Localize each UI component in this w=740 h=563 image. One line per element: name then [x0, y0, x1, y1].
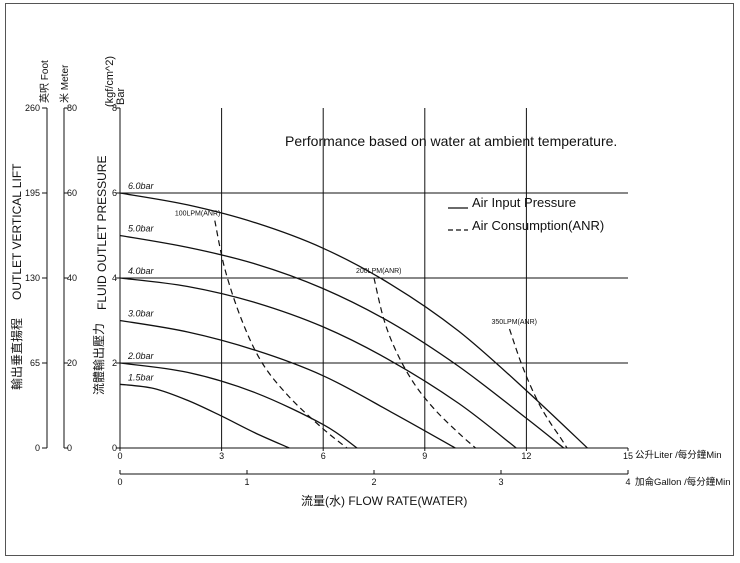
meter-tick-label-20: 20 [67, 358, 77, 368]
gallon-tick-label-4: 4 [625, 477, 630, 487]
curve-label-4.0bar: 4.0bar [128, 266, 155, 276]
left-axis-title: OUTLET VERTICAL LIFT [10, 163, 24, 300]
foot-tick-label-260: 260 [25, 103, 40, 113]
gallon-tick-label-0: 0 [117, 477, 122, 487]
annotation-text: Performance based on water at ambient te… [285, 133, 617, 149]
y-tick-label-2: 2 [112, 358, 117, 368]
meter-axis-unit: 米 Meter [58, 64, 71, 103]
curve-label-2.0bar: 2.0bar [127, 351, 155, 361]
left-axis-title-cjk: 輸出垂直揚程 [9, 318, 24, 390]
gallon-tick-label-2: 2 [371, 477, 376, 487]
foot-tick-label-195: 195 [25, 188, 40, 198]
legend: Air Input Pressure Air Consumption(ANR) [448, 195, 604, 233]
curve-label-5.0bar: 5.0bar [128, 224, 155, 234]
x-axis-unit-liter: 公升Liter /每分鐘Min [635, 449, 722, 461]
consumption-350LPM(ANR) [508, 328, 568, 449]
legend-air-consumption: Air Consumption(ANR) [472, 218, 604, 233]
gallon-tick-label-1: 1 [244, 477, 249, 487]
y-tick-label-6: 6 [112, 188, 117, 198]
x-tick-label-15: 15 [623, 451, 633, 461]
x-tick-label-3: 3 [219, 451, 224, 461]
chart-frame [5, 3, 734, 556]
curve-2.0bar [119, 362, 358, 449]
meter-tick-label-80: 80 [67, 103, 77, 113]
consumption-curves: 100LPM(ANR) 200LPM(ANR) 350LPM(ANR) [175, 211, 568, 449]
consumption-label-200LPM(ANR): 200LPM(ANR) [356, 268, 402, 275]
y-axis-unit-bar: Bar [115, 88, 127, 105]
y-tick-label-0: 0 [112, 443, 117, 453]
curve-5.0bar [119, 234, 565, 449]
foot-axis-unit: 英呎 Foot [38, 60, 51, 103]
y-tick-label-4: 4 [112, 273, 117, 283]
meter-tick-label-40: 40 [67, 273, 77, 283]
legend-air-input-pressure: Air Input Pressure [472, 195, 576, 210]
curve-3.0bar [119, 319, 456, 449]
y-axis-title: FLUID OUTLET PRESSURE [95, 156, 109, 310]
x-tick-label-12: 12 [521, 451, 531, 461]
foot-tick-label-0: 0 [35, 443, 40, 453]
curve-4.0bar [119, 277, 517, 449]
foot-tick-label-65: 65 [30, 358, 40, 368]
curve-label-1.5bar: 1.5bar [128, 372, 155, 382]
meter-tick-label-60: 60 [67, 188, 77, 198]
x-tick-label-6: 6 [321, 451, 326, 461]
curve-6.0bar [119, 192, 588, 449]
consumption-200LPM(ANR) [373, 277, 476, 449]
x-tick-label-9: 9 [422, 451, 427, 461]
meter-tick-label-0: 0 [67, 443, 72, 453]
consumption-label-100LPM(ANR): 100LPM(ANR) [175, 211, 221, 218]
gallon-tick-label-3: 3 [498, 477, 503, 487]
x-tick-label-0: 0 [117, 451, 122, 461]
foot-tick-label-130: 130 [25, 273, 40, 283]
curve-1.5bar [119, 383, 290, 449]
curve-label-3.0bar: 3.0bar [128, 309, 155, 319]
y-axis-title-cjk: 流體輸出壓力 [91, 323, 106, 395]
y-tick-label-8: 8 [112, 103, 117, 113]
x-axis-unit-gallon: 加侖Gallon /每分鐘Min [635, 476, 731, 488]
curve-label-6.0bar: 6.0bar [128, 181, 155, 191]
pressure-curves: 6.0bar 5.0bar 4.0bar 3.0bar 2.0bar 1.5bar [119, 181, 588, 449]
y-axis-unit-kgf: (kgf/cm^2) [104, 56, 116, 107]
consumption-label-350LPM(ANR): 350LPM(ANR) [491, 319, 537, 326]
consumption-100LPM(ANR) [214, 220, 348, 449]
x-axis-title: 流量(水) FLOW RATE(WATER) [301, 494, 467, 508]
